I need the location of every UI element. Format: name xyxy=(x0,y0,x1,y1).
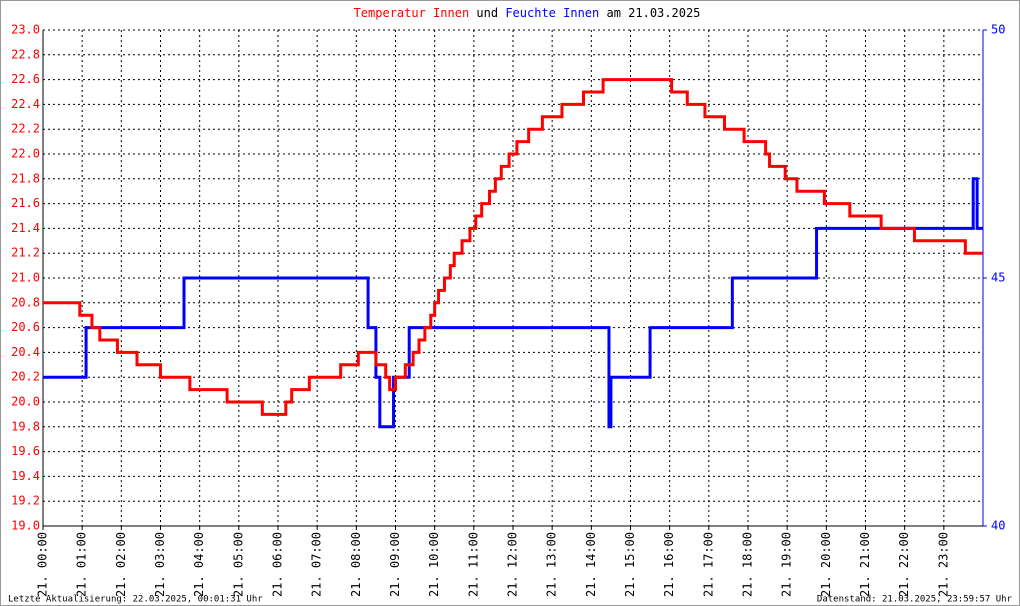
y-tick-label: 20.2 xyxy=(11,370,40,384)
title-series-1: Temperatur Innen xyxy=(354,6,470,20)
y-tick-label: 21.6 xyxy=(11,196,40,210)
x-tick-label: 21. 12:00 xyxy=(506,532,520,597)
y-tick-label: 19.4 xyxy=(11,469,40,483)
x-tick-label: 21. 01:00 xyxy=(75,532,89,597)
y-tick-label: 23.0 xyxy=(11,23,40,37)
x-tick-label: 21. 17:00 xyxy=(701,532,715,597)
title-link: und xyxy=(476,6,498,20)
x-tick-label: 21. 15:00 xyxy=(623,532,637,597)
x-tick-label: 21. 08:00 xyxy=(349,532,363,597)
y2-tick-label: 50 xyxy=(991,23,1005,37)
title-series-2: Feuchte Innen xyxy=(505,6,599,20)
y-tick-label: 21.8 xyxy=(11,171,40,185)
footer-right: Datenstand: 21.03.2025, 23:59:57 Uhr xyxy=(817,595,1013,605)
x-tick-label: 21. 18:00 xyxy=(741,532,755,597)
x-tick-label: 21. 14:00 xyxy=(584,532,598,597)
x-tick-label: 21. 13:00 xyxy=(545,532,559,597)
x-tick-label: 21. 09:00 xyxy=(388,532,402,597)
x-tick-label: 21. 19:00 xyxy=(780,532,794,597)
x-tick-label: 21. 07:00 xyxy=(310,532,324,597)
title-date: am 21.03.2025 xyxy=(606,6,700,20)
x-tick-label: 21. 10:00 xyxy=(427,532,441,597)
series-line xyxy=(43,78,983,416)
x-tick-label: 21. 16:00 xyxy=(662,532,676,597)
x-tick-label: 21. 03:00 xyxy=(153,532,167,597)
y-tick-label: 20.6 xyxy=(11,320,40,334)
y-tick-label: 22.6 xyxy=(11,72,40,86)
y-tick-label: 19.6 xyxy=(11,444,40,458)
y-tick-label: 22.8 xyxy=(11,47,40,61)
y-tick-label: 21.0 xyxy=(11,271,40,285)
y-tick-label: 22.2 xyxy=(11,122,40,136)
footer-left: Letzte Aktualisierung: 22.03.2025, 00:01… xyxy=(8,595,263,605)
x-tick-label: 21. 00:00 xyxy=(36,532,50,597)
x-tick-label: 21. 20:00 xyxy=(819,532,833,597)
y2-tick-label: 45 xyxy=(991,271,1005,285)
y-tick-label: 20.8 xyxy=(11,295,40,309)
x-tick-label: 21. 11:00 xyxy=(466,532,480,597)
x-tick-label: 21. 22:00 xyxy=(897,532,911,597)
x-tick-label: 21. 02:00 xyxy=(114,532,128,597)
series-line xyxy=(43,177,983,429)
x-tick-label: 21. 23:00 xyxy=(936,532,950,597)
y-tick-label: 20.4 xyxy=(11,345,40,359)
y-tick-label: 21.4 xyxy=(11,221,40,235)
x-tick-label: 21. 21:00 xyxy=(858,532,872,597)
y-tick-label: 19.2 xyxy=(11,494,40,508)
x-tick-label: 21. 06:00 xyxy=(271,532,285,597)
y-tick-label: 21.2 xyxy=(11,246,40,260)
y-tick-label: 22.0 xyxy=(11,147,40,161)
y-tick-label: 19.8 xyxy=(11,419,40,433)
x-tick-label: 21. 05:00 xyxy=(231,532,245,597)
chart-title: Temperatur Innen und Feuchte Innen am 21… xyxy=(354,6,701,20)
y-tick-label: 19.0 xyxy=(11,519,40,533)
x-tick-label: 21. 04:00 xyxy=(192,532,206,597)
y-tick-label: 22.4 xyxy=(11,97,40,111)
y2-tick-label: 40 xyxy=(991,519,1005,533)
y-tick-label: 20.0 xyxy=(11,395,40,409)
